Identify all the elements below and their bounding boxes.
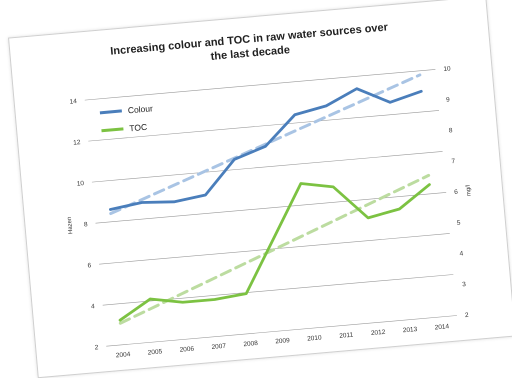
x-tick-label: 2009 — [275, 337, 290, 345]
gridline — [88, 110, 440, 142]
y-right-tick-label: 2 — [465, 312, 470, 319]
x-tick-label: 2007 — [211, 343, 226, 351]
gridline — [91, 151, 443, 183]
y-left-tick-label: 14 — [69, 98, 77, 106]
x-axis-ticks: 2004 2005 2006 2007 2008 2009 2010 2011 2012 2013… — [116, 323, 450, 359]
y-left-tick-label: 12 — [73, 139, 81, 147]
legend: Colour TOC — [99, 103, 153, 134]
y-right-tick-label: 10 — [443, 65, 451, 73]
right-axis-label: mg/l — [466, 185, 473, 197]
legend-label-colour: Colour — [127, 103, 153, 115]
y-left-tick-label: 10 — [77, 180, 85, 188]
y-right-tick-label: 4 — [459, 250, 464, 257]
y-left-tick-label: 8 — [84, 221, 89, 228]
x-tick-label: 2011 — [339, 332, 354, 340]
left-axis-ticks: 2 4 6 8 10 12 14 — [69, 98, 99, 351]
screenshot-canvas: Increasing colour and TOC in raw water s… — [8, 0, 512, 378]
chart-paper: Increasing colour and TOC in raw water s… — [8, 0, 512, 378]
legend-label-toc: TOC — [129, 122, 148, 134]
y-right-tick-label: 3 — [462, 281, 467, 288]
series-lines — [108, 87, 431, 322]
x-tick-label: 2013 — [403, 326, 418, 334]
y-left-tick-label: 6 — [87, 262, 92, 269]
y-left-tick-label: 2 — [94, 344, 99, 351]
y-right-tick-label: 8 — [449, 127, 454, 134]
gridline — [106, 315, 457, 347]
legend-swatch-colour — [99, 109, 122, 115]
x-tick-label: 2012 — [371, 329, 386, 337]
x-tick-label: 2008 — [243, 340, 258, 348]
x-tick-label: 2005 — [148, 348, 163, 356]
x-tick-label: 2014 — [434, 323, 449, 331]
legend-swatch-toc — [101, 127, 124, 133]
y-right-tick-label: 9 — [446, 96, 451, 103]
y-right-tick-label: 5 — [457, 219, 462, 226]
gridlines — [84, 69, 457, 347]
trend-line-toc — [118, 173, 431, 325]
y-left-tick-label: 4 — [91, 303, 96, 310]
line-chart: Increasing colour and TOC in raw water s… — [67, 21, 473, 359]
trend-line-colour — [109, 73, 422, 216]
x-tick-label: 2004 — [116, 351, 131, 359]
gridline — [84, 69, 436, 101]
y-right-tick-label: 6 — [454, 189, 459, 196]
right-axis-ticks: 2 3 4 5 6 7 8 9 10 — [443, 65, 470, 319]
y-right-tick-label: 7 — [451, 158, 456, 165]
x-tick-label: 2006 — [179, 346, 194, 354]
series-line-colour — [108, 87, 423, 211]
left-axis-label: Hazen — [67, 216, 74, 234]
series-line-toc — [118, 182, 431, 322]
gridline — [95, 192, 447, 224]
trend-lines — [109, 73, 431, 325]
x-tick-label: 2010 — [307, 334, 322, 342]
